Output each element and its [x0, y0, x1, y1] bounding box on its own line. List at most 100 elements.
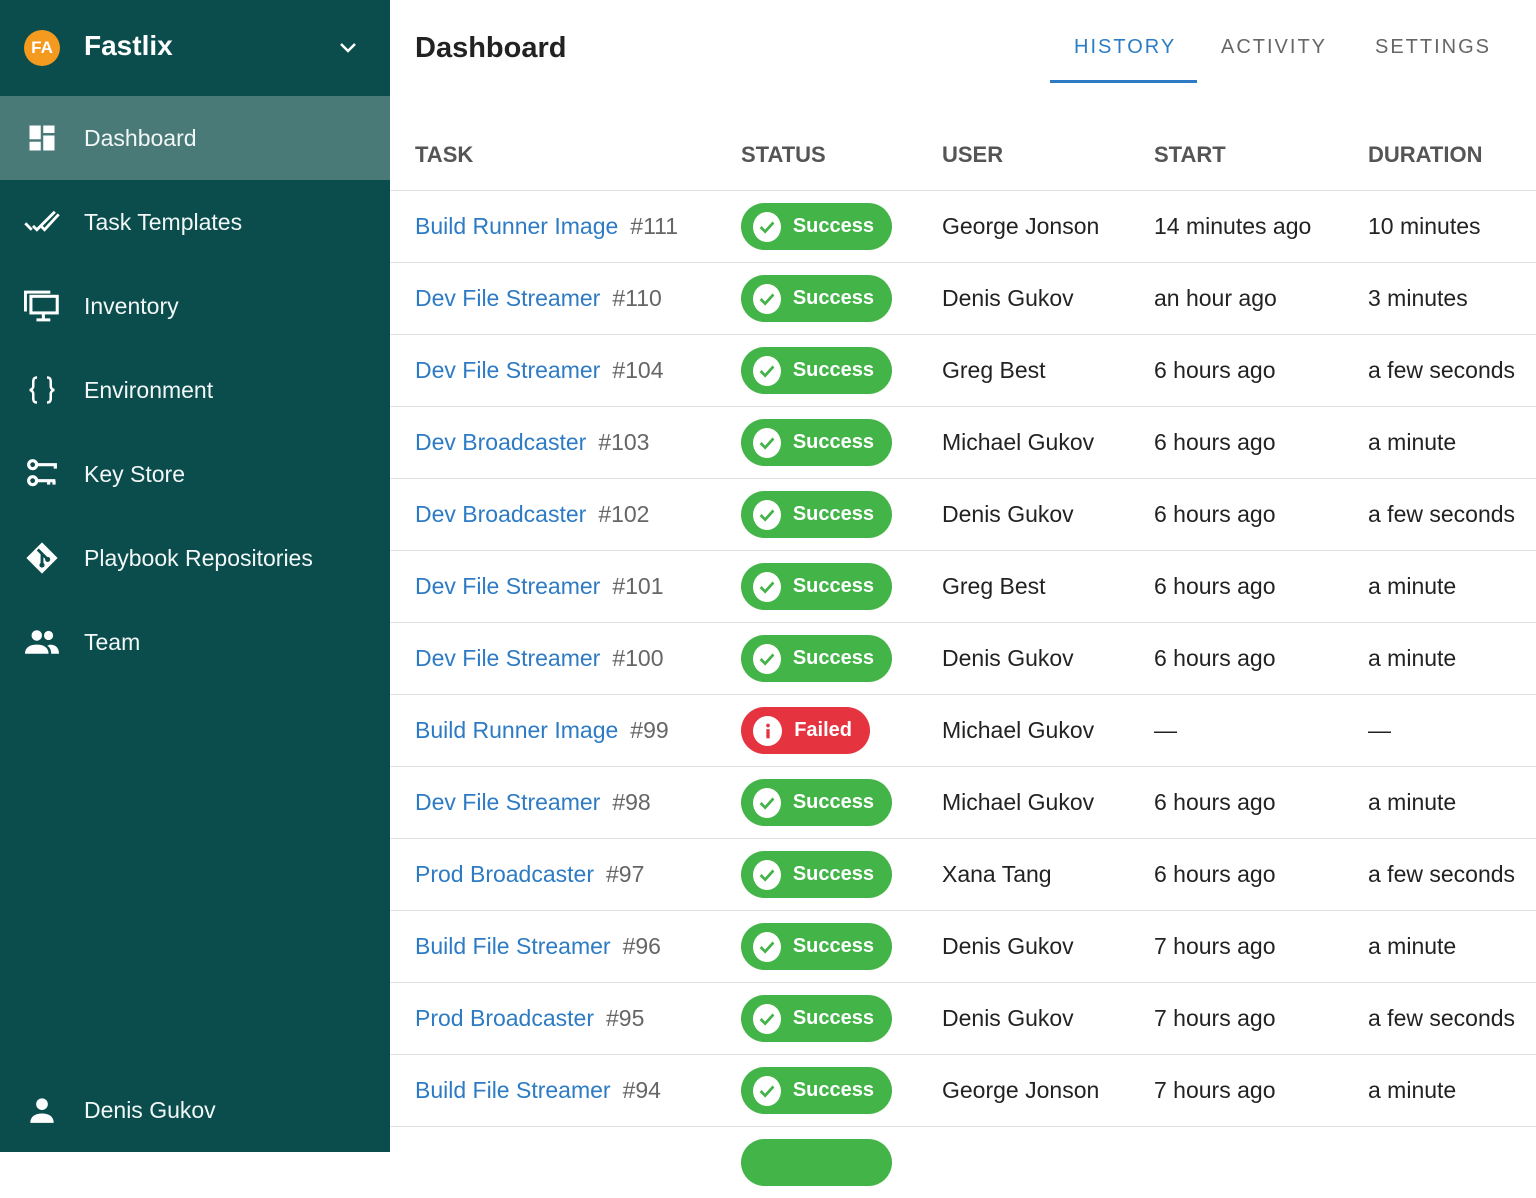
start-cell: — — [1154, 717, 1177, 743]
double-check-icon — [24, 206, 60, 238]
status-badge: Success — [741, 923, 892, 970]
task-link[interactable]: Dev Broadcaster — [415, 429, 587, 455]
user-cell: Michael Gukov — [942, 717, 1095, 743]
check-circle-icon — [753, 787, 781, 818]
monitor-icon — [24, 290, 60, 322]
user-cell: George Jonson — [942, 1077, 1100, 1103]
task-number: #103 — [598, 429, 650, 455]
sidebar-item-dashboard[interactable]: Dashboard — [0, 96, 390, 180]
sidebar-item-key-store[interactable]: Key Store — [0, 432, 390, 516]
chevron-down-icon — [340, 43, 356, 53]
table-row[interactable]: Dev Broadcaster #102 Success Denis Gukov … — [390, 478, 1536, 550]
sidebar-item-task-templates[interactable]: Task Templates — [0, 180, 390, 264]
task-link[interactable]: Dev File Streamer — [415, 357, 601, 383]
task-number: #102 — [598, 501, 650, 527]
start-cell: 6 hours ago — [1154, 789, 1276, 815]
table-row[interactable]: Prod Broadcaster #97 Success Xana Tang 6 … — [390, 838, 1536, 910]
tab-history[interactable]: HISTORY — [1074, 36, 1177, 58]
column-header-start[interactable]: START — [1154, 142, 1226, 167]
task-link[interactable]: Dev Broadcaster — [415, 501, 587, 527]
task-cell: Dev File Streamer #100 — [415, 645, 664, 672]
status-text: Success — [792, 215, 874, 237]
table-row[interactable] — [390, 1126, 1536, 1198]
task-cell: Dev File Streamer #98 — [415, 789, 651, 816]
task-link[interactable]: Build Runner Image — [415, 213, 619, 239]
task-cell: Dev File Streamer #101 — [415, 573, 664, 600]
column-header-user[interactable]: USER — [942, 142, 1004, 167]
task-link[interactable]: Dev File Streamer — [415, 285, 601, 311]
task-cell: Build Runner Image #99 — [415, 717, 669, 744]
user-cell: Denis Gukov — [942, 645, 1074, 671]
status-badge: Success — [741, 419, 892, 466]
table-row[interactable]: Build File Streamer #96 Success Denis Guk… — [390, 910, 1536, 982]
start-cell: 6 hours ago — [1154, 861, 1276, 887]
table-row[interactable]: Dev File Streamer #98 Success Michael Guk… — [390, 766, 1536, 838]
task-link[interactable]: Prod Broadcaster — [415, 1005, 594, 1031]
sidebar-item-inventory[interactable]: Inventory — [0, 264, 390, 348]
task-link[interactable]: Build File Streamer — [415, 933, 611, 959]
tab-settings[interactable]: SETTINGS — [1375, 36, 1492, 58]
task-number: #97 — [605, 861, 645, 887]
task-link[interactable]: Build Runner Image — [415, 717, 619, 743]
check-circle-icon — [753, 427, 781, 458]
task-number: #95 — [605, 1005, 645, 1031]
project-selector[interactable]: FA Fastlix — [0, 0, 390, 96]
duration-cell: a minute — [1368, 429, 1457, 455]
keys-icon — [24, 458, 60, 490]
sidebar-item-label: Dashboard — [84, 124, 197, 151]
table-row[interactable]: Prod Broadcaster #95 Success Denis Gukov … — [390, 982, 1536, 1054]
task-number: #96 — [622, 933, 661, 959]
column-header-task[interactable]: TASK — [415, 142, 474, 167]
status-text: Success — [792, 287, 874, 309]
sidebar-item-environment[interactable]: Environment — [0, 348, 390, 432]
check-circle-icon — [753, 643, 781, 674]
task-link[interactable]: Dev File Streamer — [415, 789, 601, 815]
user-menu[interactable]: Denis Gukov — [0, 1068, 390, 1152]
table-row[interactable]: Build File Streamer #94 Success George Jo… — [390, 1054, 1536, 1126]
sidebar-item-label: Task Templates — [84, 208, 243, 235]
start-cell: 7 hours ago — [1154, 1005, 1276, 1031]
column-header-duration[interactable]: DURATION — [1368, 142, 1483, 167]
user-icon — [24, 1094, 60, 1126]
status-text: Success — [792, 863, 874, 885]
duration-cell: 10 minutes — [1368, 213, 1481, 239]
table-row[interactable]: Dev File Streamer #101 Success Greg Best … — [390, 550, 1536, 622]
table-row[interactable]: Build Runner Image #99 Failed Michael Guk… — [390, 694, 1536, 766]
duration-cell: a few seconds — [1368, 861, 1516, 887]
task-link[interactable]: Build File Streamer — [415, 1077, 611, 1103]
table-row[interactable]: Dev File Streamer #104 Success Greg Best … — [390, 334, 1536, 406]
table-row[interactable]: Dev File Streamer #110 Success Denis Guko… — [390, 262, 1536, 334]
column-header-status[interactable]: STATUS — [741, 142, 826, 167]
task-link[interactable]: Dev File Streamer — [415, 645, 601, 671]
start-cell: 7 hours ago — [1154, 1077, 1276, 1103]
duration-cell: a minute — [1368, 645, 1457, 671]
task-link[interactable]: Prod Broadcaster — [415, 861, 594, 887]
sidebar: FA Fastlix Dashboard Task Templates Invent… — [0, 0, 390, 1152]
user-cell: Greg Best — [942, 573, 1046, 599]
user-cell: Greg Best — [942, 357, 1046, 383]
check-circle-icon — [753, 499, 781, 530]
status-badge: Success — [741, 995, 892, 1042]
task-cell: Dev Broadcaster #102 — [415, 501, 649, 528]
table-row[interactable]: Dev File Streamer #100 Success Denis Guko… — [390, 622, 1536, 694]
task-link[interactable]: Dev File Streamer — [415, 573, 601, 599]
sidebar-item-team[interactable]: Team — [0, 600, 390, 684]
check-circle-icon — [753, 355, 781, 386]
git-icon — [24, 542, 60, 574]
check-circle-icon — [753, 1075, 781, 1106]
status-badge — [741, 1139, 892, 1186]
task-cell: Dev File Streamer #104 — [415, 357, 664, 384]
status-text: Success — [792, 1079, 874, 1101]
status-text: Success — [792, 359, 874, 381]
start-cell: 6 hours ago — [1154, 357, 1276, 383]
table-row[interactable]: Build Runner Image #111 Success George Jo… — [390, 190, 1536, 262]
status-badge: Success — [741, 347, 892, 394]
user-cell: George Jonson — [942, 213, 1100, 239]
sidebar-item-playbook-repositories[interactable]: Playbook Repositories — [0, 516, 390, 600]
status-badge: Success — [741, 275, 892, 322]
tab-activity[interactable]: ACTIVITY — [1221, 36, 1328, 58]
task-number: #101 — [612, 573, 664, 599]
check-circle-icon — [753, 1003, 781, 1034]
table-row[interactable]: Dev Broadcaster #103 Success Michael Guko… — [390, 406, 1536, 478]
check-circle-icon — [753, 283, 781, 314]
